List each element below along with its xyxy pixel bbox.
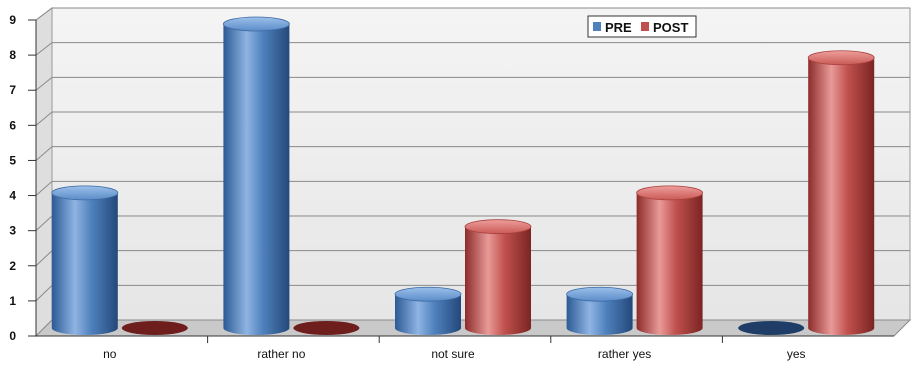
bar-base bbox=[738, 321, 805, 335]
x-tick-label: yes bbox=[787, 347, 806, 361]
bar-body bbox=[395, 294, 461, 335]
y-tick-label: 8 bbox=[9, 48, 16, 62]
bars bbox=[51, 16, 875, 336]
bar-pre-rather-no bbox=[222, 16, 290, 335]
bar-pre-no bbox=[51, 185, 119, 335]
bar-post-not-sure bbox=[464, 219, 532, 335]
bar-body bbox=[223, 24, 290, 335]
bar-base bbox=[293, 321, 360, 335]
y-tick-label: 9 bbox=[9, 13, 16, 27]
bar-base bbox=[121, 321, 188, 335]
bar-top bbox=[807, 50, 875, 66]
bar-top bbox=[636, 185, 703, 201]
bar-top bbox=[566, 286, 633, 302]
bar-top bbox=[222, 16, 290, 32]
gridline-side bbox=[35, 111, 53, 126]
gridline-side bbox=[35, 7, 53, 21]
y-tick-label: 1 bbox=[9, 294, 16, 308]
x-tick-label: not sure bbox=[431, 347, 475, 361]
gridline-side bbox=[35, 76, 53, 91]
bar-post-rather-no bbox=[293, 321, 360, 335]
bar-post-rather-yes bbox=[636, 185, 703, 335]
bar-pre-yes bbox=[738, 321, 805, 335]
y-tick-label: 4 bbox=[9, 189, 16, 203]
gridline-side bbox=[35, 42, 53, 56]
bar-pre-not-sure bbox=[394, 286, 462, 335]
bar-top bbox=[394, 286, 462, 302]
gridline-side bbox=[35, 215, 53, 232]
bar-top bbox=[51, 185, 119, 201]
legend: PRE POST bbox=[587, 15, 697, 38]
y-tick-label: 6 bbox=[9, 118, 16, 132]
x-tick-label: no bbox=[103, 347, 117, 361]
y-tick-label: 5 bbox=[9, 153, 16, 167]
legend-swatch-pre bbox=[593, 22, 601, 31]
plot-side-wall bbox=[35, 7, 53, 338]
bar-body bbox=[465, 226, 531, 335]
bar-post-no bbox=[121, 321, 188, 335]
gridline-side bbox=[35, 284, 53, 302]
gridline-side bbox=[35, 180, 53, 196]
bar-post-yes bbox=[807, 50, 875, 336]
x-axis: no rather no not sure rather yes yes bbox=[36, 335, 894, 361]
legend-label-pre: PRE bbox=[605, 20, 632, 35]
bar-body bbox=[808, 57, 875, 336]
x-tick-label: rather no bbox=[257, 347, 305, 361]
y-tick-label: 0 bbox=[9, 329, 16, 343]
gridline-side bbox=[35, 146, 53, 161]
y-tick-label: 7 bbox=[9, 83, 16, 97]
gridlines bbox=[35, 7, 910, 302]
bar-body bbox=[636, 192, 703, 335]
x-tick-label: rather yes bbox=[598, 347, 651, 361]
y-tick-label: 3 bbox=[9, 224, 16, 238]
bar-body bbox=[51, 192, 118, 335]
legend-swatch-post bbox=[641, 22, 649, 31]
bar-body bbox=[566, 294, 633, 335]
bar-pre-rather-yes bbox=[566, 286, 633, 335]
y-axis: 0 1 2 3 4 5 6 7 8 9 bbox=[9, 13, 37, 343]
y-tick-label: 2 bbox=[9, 259, 16, 273]
legend-label-post: POST bbox=[653, 20, 688, 35]
gridline-side bbox=[35, 250, 53, 267]
bar-top bbox=[464, 219, 532, 235]
